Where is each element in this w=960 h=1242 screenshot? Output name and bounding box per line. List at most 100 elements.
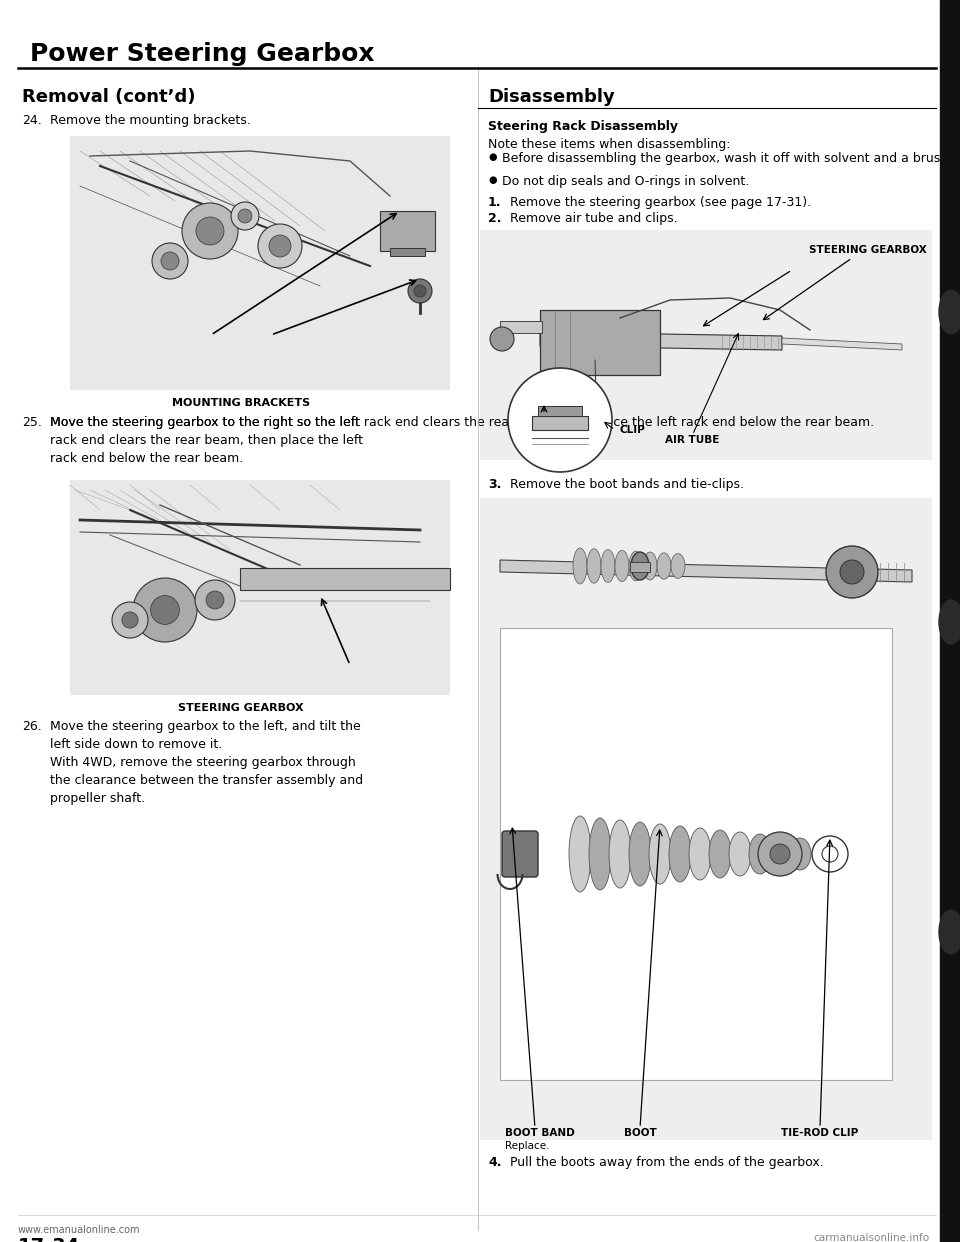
Text: Remove the mounting brackets.: Remove the mounting brackets. [50,114,251,127]
Bar [480,230,932,460]
Bar [540,310,660,375]
Bar [70,479,450,696]
Ellipse shape [749,833,771,874]
Text: 2.: 2. [488,212,501,225]
Circle shape [840,560,864,584]
Circle shape [151,596,180,625]
Text: 1.: 1. [488,196,501,209]
Text: 17-34: 17-34 [18,1237,81,1242]
Ellipse shape [657,553,671,579]
FancyBboxPatch shape [502,831,538,877]
Text: TIE-ROD CLIP: TIE-ROD CLIP [781,1128,858,1138]
Circle shape [133,578,197,642]
Circle shape [152,243,188,279]
Bar [390,248,425,256]
Ellipse shape [643,551,657,580]
Bar [480,498,932,1140]
Circle shape [508,368,612,472]
Circle shape [269,235,291,257]
Ellipse shape [649,823,671,884]
Ellipse shape [609,820,631,888]
Text: MOUNTING BRACKETS: MOUNTING BRACKETS [172,397,310,409]
Bar [500,320,542,333]
Text: 4.: 4. [488,1156,501,1169]
Bar [240,568,450,590]
Text: Disassembly: Disassembly [488,88,614,106]
Circle shape [826,546,878,597]
Bar [538,406,582,416]
Ellipse shape [939,910,960,954]
Text: 25.: 25. [22,416,42,428]
Text: BOOT BAND: BOOT BAND [505,1128,575,1138]
Ellipse shape [589,818,611,891]
Bar [70,137,450,390]
Text: 24.: 24. [22,114,41,127]
Ellipse shape [615,550,629,581]
Text: ●: ● [488,152,496,161]
Text: Move the steering gearbox to the right so the left rack end clears the rear beam: Move the steering gearbox to the right s… [50,416,875,428]
Ellipse shape [569,816,591,892]
Text: Steering Rack Disassembly: Steering Rack Disassembly [488,120,678,133]
Text: BOOT: BOOT [624,1128,657,1138]
Bar [630,561,650,573]
Bar [940,0,960,1242]
Circle shape [161,252,179,270]
Circle shape [490,327,514,351]
Ellipse shape [669,826,691,882]
Ellipse shape [629,551,643,581]
Circle shape [812,836,848,872]
Ellipse shape [631,551,649,580]
Bar [500,628,892,1081]
Ellipse shape [729,832,751,876]
Circle shape [195,580,235,620]
Text: Remove the steering gearbox (see page 17-31).: Remove the steering gearbox (see page 17… [510,196,811,209]
Circle shape [112,602,148,638]
Text: Remove air tube and clips.: Remove air tube and clips. [510,212,678,225]
Text: ●: ● [488,175,496,185]
Text: Move the steering gearbox to the left, and tilt the
left side down to remove it.: Move the steering gearbox to the left, a… [50,720,363,805]
Ellipse shape [789,838,811,869]
Text: Do not dip seals and O-rings in solvent.: Do not dip seals and O-rings in solvent. [502,175,749,188]
Ellipse shape [769,836,791,872]
Circle shape [238,209,252,224]
Text: carmanualsonline.info: carmanualsonline.info [814,1233,930,1242]
Text: Before disassembling the gearbox, wash it off with solvent and a brush.: Before disassembling the gearbox, wash i… [502,152,952,165]
Circle shape [258,224,302,268]
Ellipse shape [939,289,960,334]
Circle shape [758,832,802,876]
Circle shape [408,279,432,303]
Bar [380,211,435,251]
Ellipse shape [601,550,615,582]
Text: STEERING GEARBOX: STEERING GEARBOX [179,703,303,713]
Circle shape [822,846,838,862]
Text: Note these items when disassembling:: Note these items when disassembling: [488,138,731,152]
Text: Replace.: Replace. [505,1141,549,1151]
Ellipse shape [587,549,601,584]
Ellipse shape [709,830,731,878]
Circle shape [196,217,224,245]
Text: 26.: 26. [22,720,41,733]
Text: 3.: 3. [488,478,501,491]
Circle shape [231,202,259,230]
Ellipse shape [629,822,651,886]
Polygon shape [782,338,902,350]
Text: Removal (cont’d): Removal (cont’d) [22,88,196,106]
Ellipse shape [573,548,587,584]
Text: Move the steering gearbox to the right so the left
rack end clears the rear beam: Move the steering gearbox to the right s… [50,416,363,465]
Text: AIR TUBE: AIR TUBE [665,435,720,445]
Text: STEERING GEARBOX: STEERING GEARBOX [809,245,927,255]
Text: Power Steering Gearbox: Power Steering Gearbox [30,42,374,66]
Ellipse shape [671,554,685,579]
Circle shape [414,284,426,297]
Text: CLIP: CLIP [620,425,646,435]
Polygon shape [500,560,912,582]
Text: www.emanualonline.com: www.emanualonline.com [18,1225,140,1235]
Circle shape [206,591,224,609]
Ellipse shape [939,600,960,645]
Circle shape [122,612,138,628]
Circle shape [182,202,238,260]
Ellipse shape [689,828,711,881]
Circle shape [770,845,790,864]
Polygon shape [540,332,782,350]
Text: Pull the boots away from the ends of the gearbox.: Pull the boots away from the ends of the… [510,1156,824,1169]
